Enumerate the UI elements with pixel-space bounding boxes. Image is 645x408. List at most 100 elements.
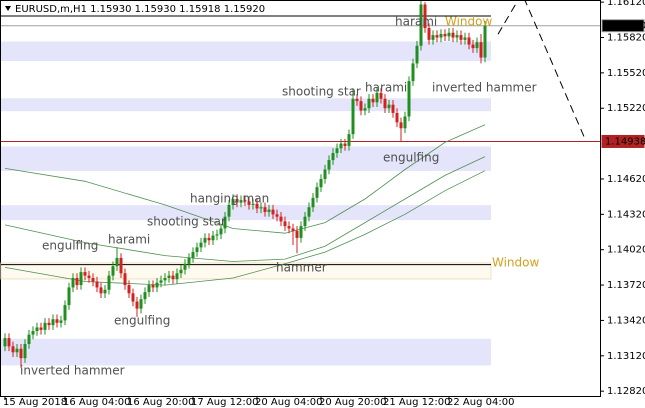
candle-body xyxy=(319,178,323,188)
candle-body xyxy=(419,4,423,46)
candle-body xyxy=(79,272,83,286)
candle-body xyxy=(267,209,271,212)
candle-body xyxy=(23,344,27,359)
pattern-label: harami xyxy=(108,233,150,247)
candle-body xyxy=(339,143,343,149)
candle-body xyxy=(195,247,199,253)
candle-body xyxy=(235,199,239,203)
candle-body xyxy=(63,305,67,321)
candle-body xyxy=(295,230,299,238)
candle-body xyxy=(271,209,275,215)
candle-body xyxy=(163,277,167,281)
chart-title: EURUSD,m,H1 1.15930 1.15930 1.15918 1.15… xyxy=(15,4,265,15)
candle-body xyxy=(279,216,283,222)
candle-body xyxy=(355,98,359,102)
pattern-label: engulfing xyxy=(114,314,170,328)
candle-body xyxy=(175,273,179,280)
candle-body xyxy=(303,216,307,227)
pattern-label: engulfing xyxy=(383,151,439,165)
y-tick-label: 1.14620 xyxy=(607,174,645,185)
candle-body xyxy=(435,35,439,38)
candle-body xyxy=(167,275,171,278)
candle-body xyxy=(219,228,223,235)
candle-body xyxy=(311,197,315,208)
candle-body xyxy=(423,4,427,29)
pattern-label: harami xyxy=(395,15,437,29)
candle-body xyxy=(247,201,251,205)
candle-body xyxy=(159,280,163,283)
candle-body xyxy=(439,33,443,38)
candle-body xyxy=(407,81,411,117)
candle-body xyxy=(383,98,387,109)
candle-body xyxy=(483,25,487,58)
pattern-label: inverted hammer xyxy=(20,364,125,378)
candle-body xyxy=(119,257,123,274)
candle-body xyxy=(431,35,435,40)
candle-body xyxy=(215,234,219,236)
pattern-label: shooting star xyxy=(147,215,226,229)
candle-body xyxy=(59,320,63,323)
candle-body xyxy=(31,331,35,335)
candle-body xyxy=(95,281,99,288)
candle-body xyxy=(315,187,319,198)
candle-body xyxy=(331,153,335,161)
candle-body xyxy=(47,322,51,326)
candle-body xyxy=(471,44,475,49)
y-tick-label: 1.12820 xyxy=(607,386,645,397)
candle-body xyxy=(299,226,303,238)
candle-body xyxy=(283,221,287,227)
candle-body xyxy=(475,42,479,49)
candle-body xyxy=(123,273,127,286)
candle-body xyxy=(343,143,347,146)
candle-body xyxy=(71,277,75,288)
price-label: 1.15920 xyxy=(605,21,645,32)
candle-body xyxy=(111,266,115,276)
zone xyxy=(0,262,492,280)
pattern-label: inverted hammer xyxy=(432,81,537,95)
candle-body xyxy=(307,207,311,217)
pattern-label: hanging man xyxy=(190,192,269,206)
candle-body xyxy=(227,204,231,217)
zone xyxy=(1,338,491,366)
y-tick-label: 1.13120 xyxy=(607,351,645,362)
candle-body xyxy=(139,299,143,309)
y-tick-label: 1.13720 xyxy=(607,280,645,291)
candle-body xyxy=(459,35,463,40)
candle-body xyxy=(367,98,371,109)
candle-body xyxy=(15,348,19,353)
candle-body xyxy=(255,203,259,209)
candle-body xyxy=(399,122,403,129)
candle-body xyxy=(143,292,147,300)
plot-frame xyxy=(0,0,601,397)
zone xyxy=(1,41,491,61)
candle-body xyxy=(403,116,407,129)
candle-body xyxy=(463,37,467,40)
candle-body xyxy=(291,228,295,231)
candle-body xyxy=(39,327,43,330)
candle-body xyxy=(223,216,227,229)
candle-body xyxy=(99,287,103,294)
menu-arrow xyxy=(5,6,11,11)
x-tick-label: 21 Aug 12:00 xyxy=(383,397,450,408)
candle-body xyxy=(251,203,255,205)
candle-body xyxy=(43,322,47,330)
pattern-label: Window xyxy=(445,15,493,29)
candle-body xyxy=(179,269,183,274)
candle-body xyxy=(103,289,107,294)
candle-body xyxy=(347,134,351,146)
candle-body xyxy=(363,108,367,111)
candle-body xyxy=(335,148,339,154)
candle-body xyxy=(359,101,363,111)
y-tick-label: 1.14320 xyxy=(607,209,645,220)
y-tick-label: 1.15820 xyxy=(607,32,645,43)
candle-body xyxy=(455,35,459,38)
zone xyxy=(1,205,491,221)
pattern-label: harami xyxy=(365,81,407,95)
candle-body xyxy=(75,277,79,286)
x-tick-label: 17 Aug 12:00 xyxy=(191,397,258,408)
candle-body xyxy=(7,338,11,347)
pattern-label: hammer xyxy=(276,261,327,275)
y-tick-label: 1.15520 xyxy=(607,68,645,79)
candle-body xyxy=(187,257,191,264)
candle-body xyxy=(263,207,267,212)
